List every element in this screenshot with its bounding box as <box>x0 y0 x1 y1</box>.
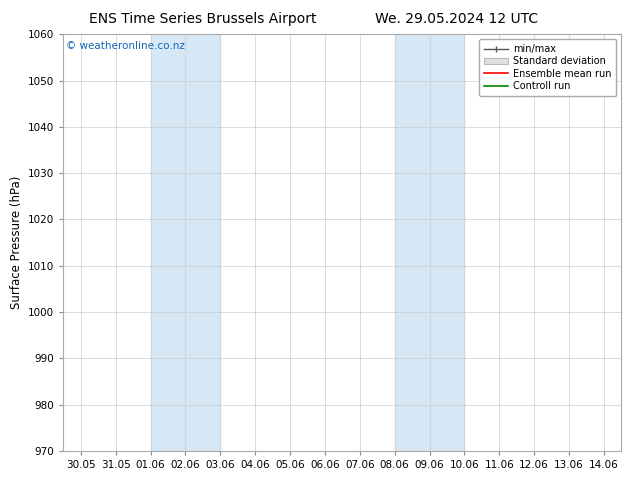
Text: We. 29.05.2024 12 UTC: We. 29.05.2024 12 UTC <box>375 12 538 26</box>
Text: © weatheronline.co.nz: © weatheronline.co.nz <box>66 41 185 50</box>
Legend: min/max, Standard deviation, Ensemble mean run, Controll run: min/max, Standard deviation, Ensemble me… <box>479 39 616 96</box>
Bar <box>394 34 464 451</box>
Y-axis label: Surface Pressure (hPa): Surface Pressure (hPa) <box>10 176 23 309</box>
Text: ENS Time Series Brussels Airport: ENS Time Series Brussels Airport <box>89 12 316 26</box>
Bar <box>150 34 221 451</box>
